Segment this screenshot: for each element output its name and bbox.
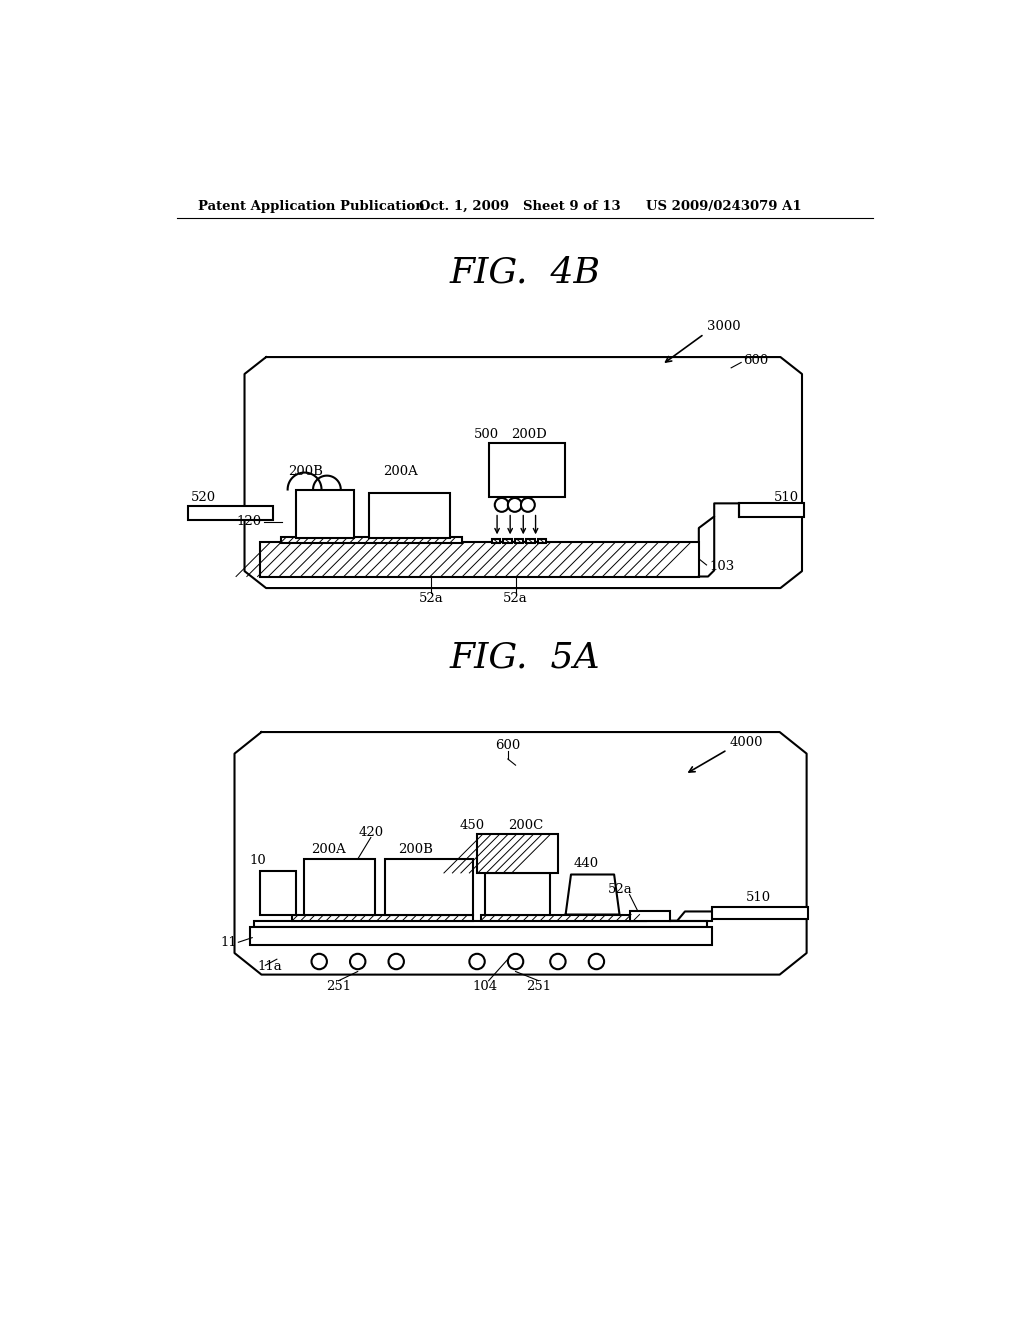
Circle shape bbox=[469, 954, 484, 969]
Bar bbox=[515, 539, 523, 544]
Circle shape bbox=[550, 954, 565, 969]
Text: 200A: 200A bbox=[383, 465, 418, 478]
Bar bbox=[292, 915, 473, 921]
Text: FIG.  4B: FIG. 4B bbox=[450, 255, 600, 289]
Circle shape bbox=[388, 954, 403, 969]
Text: 510: 510 bbox=[773, 491, 799, 504]
Text: 251: 251 bbox=[526, 979, 551, 993]
Text: 251: 251 bbox=[326, 979, 351, 993]
Text: 450: 450 bbox=[459, 820, 484, 833]
Bar bbox=[489, 444, 565, 498]
Bar bbox=[630, 911, 670, 921]
Circle shape bbox=[521, 498, 535, 512]
Text: 200A: 200A bbox=[311, 842, 346, 855]
Text: 103: 103 bbox=[710, 560, 735, 573]
Bar bbox=[484, 873, 550, 915]
Circle shape bbox=[508, 498, 521, 512]
Bar bbox=[281, 537, 462, 544]
Bar bbox=[250, 927, 712, 945]
Text: 52a: 52a bbox=[608, 883, 633, 896]
Bar bbox=[296, 490, 354, 539]
Bar bbox=[492, 539, 500, 544]
Bar bbox=[712, 907, 808, 919]
Text: 52a: 52a bbox=[419, 593, 443, 606]
Text: 440: 440 bbox=[573, 857, 598, 870]
Text: 120: 120 bbox=[237, 515, 261, 528]
Bar bbox=[260, 871, 296, 915]
Bar bbox=[538, 539, 547, 544]
Bar bbox=[188, 507, 273, 520]
Circle shape bbox=[495, 498, 509, 512]
Bar bbox=[304, 859, 376, 915]
Text: 10: 10 bbox=[249, 854, 266, 867]
Text: 520: 520 bbox=[190, 491, 216, 504]
Text: 11: 11 bbox=[220, 936, 237, 949]
Circle shape bbox=[589, 954, 604, 969]
Text: Patent Application Publication: Patent Application Publication bbox=[199, 199, 425, 213]
Text: 200B: 200B bbox=[288, 465, 323, 478]
Text: 52a: 52a bbox=[503, 593, 528, 606]
Text: 510: 510 bbox=[745, 891, 771, 904]
Text: Oct. 1, 2009: Oct. 1, 2009 bbox=[419, 199, 509, 213]
Bar bbox=[481, 915, 646, 921]
Bar bbox=[370, 494, 451, 539]
Text: 200D: 200D bbox=[512, 428, 547, 441]
Text: 500: 500 bbox=[474, 428, 499, 441]
Circle shape bbox=[350, 954, 366, 969]
Text: 600: 600 bbox=[496, 739, 520, 751]
Text: 600: 600 bbox=[742, 354, 768, 367]
Text: 420: 420 bbox=[358, 825, 383, 838]
Text: Sheet 9 of 13: Sheet 9 of 13 bbox=[523, 199, 621, 213]
Text: 200B: 200B bbox=[397, 842, 432, 855]
Bar bbox=[385, 859, 473, 915]
Text: US 2009/0243079 A1: US 2009/0243079 A1 bbox=[646, 199, 802, 213]
Bar bbox=[526, 539, 535, 544]
Text: FIG.  5A: FIG. 5A bbox=[450, 640, 600, 675]
Circle shape bbox=[311, 954, 327, 969]
Bar bbox=[739, 503, 804, 517]
Text: 3000: 3000 bbox=[707, 319, 740, 333]
Bar bbox=[254, 921, 707, 927]
Text: 104: 104 bbox=[472, 979, 498, 993]
Text: 200C: 200C bbox=[508, 820, 543, 833]
Bar bbox=[503, 539, 512, 544]
Text: 11a: 11a bbox=[258, 961, 283, 973]
Circle shape bbox=[508, 954, 523, 969]
Bar bbox=[477, 834, 558, 873]
Text: 4000: 4000 bbox=[730, 735, 763, 748]
Bar bbox=[260, 541, 698, 577]
